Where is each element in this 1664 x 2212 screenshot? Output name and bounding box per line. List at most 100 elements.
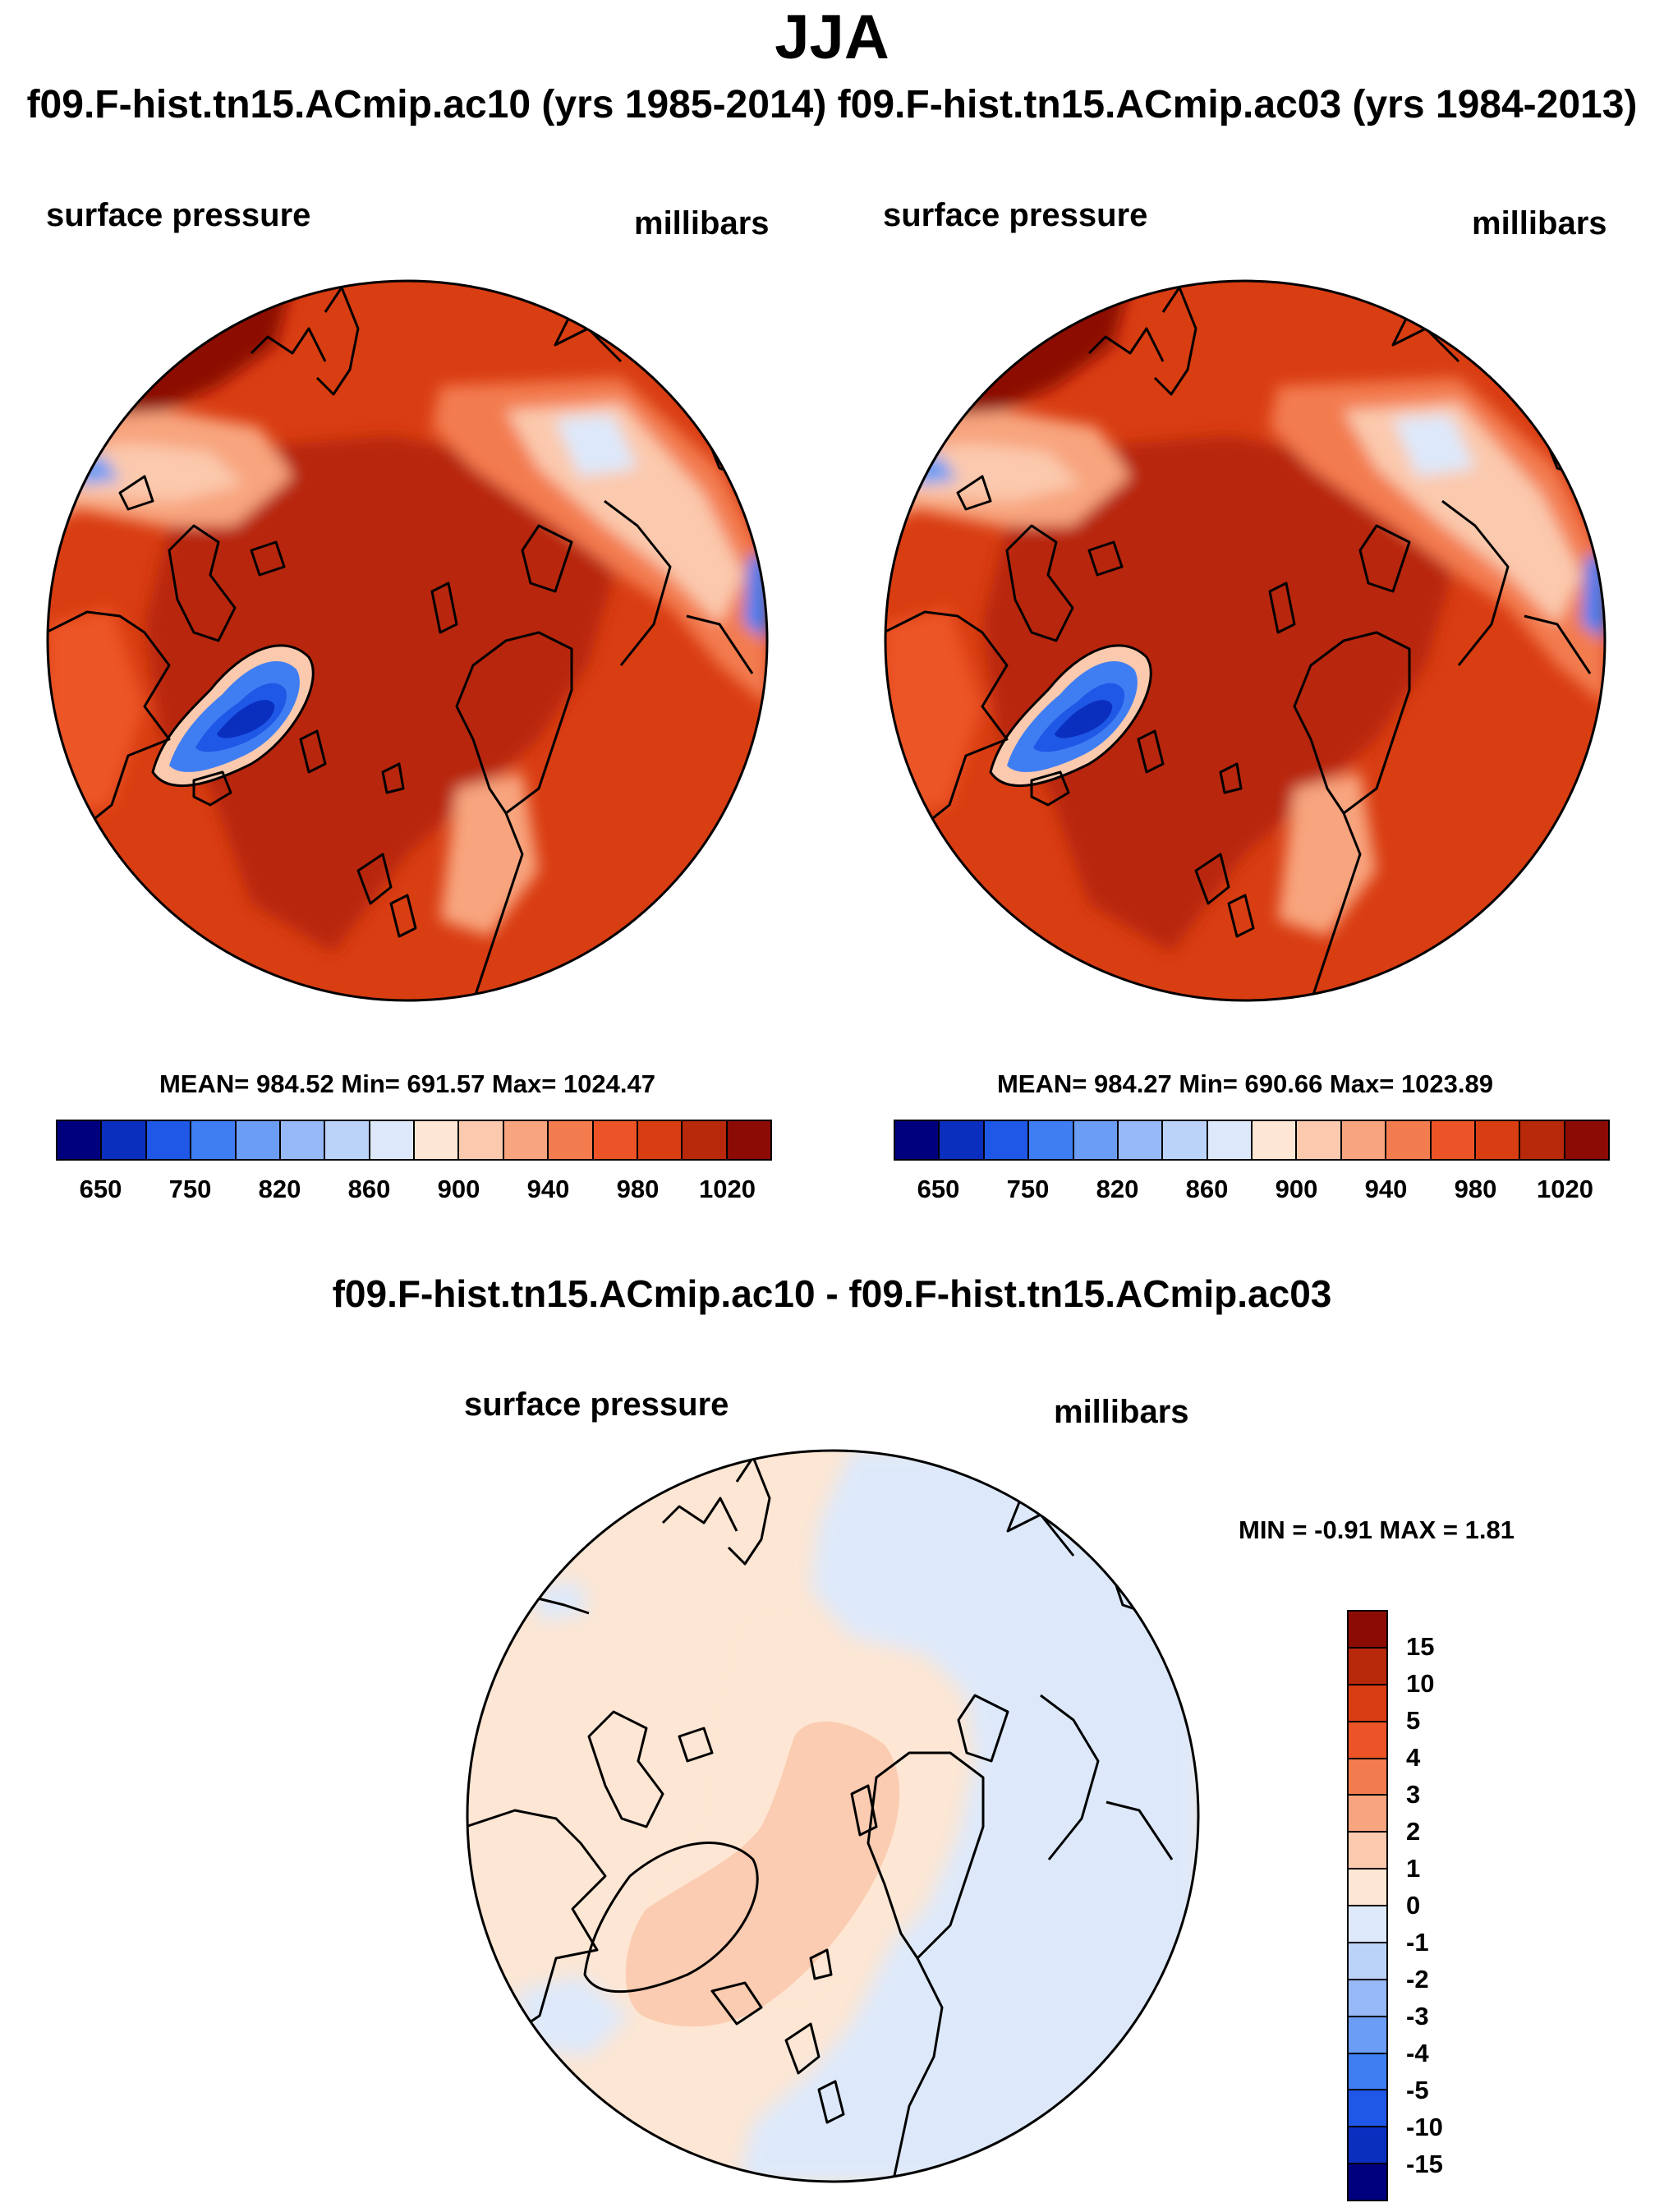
colorbar-swatch: [1349, 1648, 1386, 1685]
colorbar-tick-label: -4: [1406, 2039, 1429, 2067]
negative-region-east: [737, 1451, 1198, 2182]
colorbar-swatch: [1349, 1980, 1386, 2017]
diff-title: f09.F-hist.tn15.ACmip.ac10 - f09.F-hist.…: [332, 1272, 1332, 1315]
arctic-ocean-high: [145, 435, 621, 953]
colorbar-tick-label: 1020: [1537, 1175, 1593, 1203]
main-title: JJA: [775, 2, 889, 72]
colorbar-tick-label: 820: [1096, 1175, 1139, 1203]
colorbar-swatch: [370, 1121, 415, 1159]
diff-colorbar-ticks: 15 10 5 4 3 2 1 0 -1 -2 -3 -4 -5 -10 -15: [1406, 1610, 1505, 2201]
colorbar-swatch: [1349, 1943, 1386, 1980]
colorbar-swatch: [637, 1121, 683, 1159]
colorbar-swatch: [1073, 1121, 1119, 1159]
left-colorbar-ticks: 650 750 820 860 900 940 980 1020: [56, 1175, 772, 1207]
diff-variable-label: surface pressure: [464, 1387, 729, 1423]
colorbar-swatch: [1520, 1121, 1565, 1159]
colorbar-tick-label: -10: [1406, 2113, 1443, 2141]
colorbar-swatch: [1565, 1121, 1608, 1159]
coastlines: [48, 286, 754, 1000]
colorbar-tick-label: 15: [1406, 1632, 1435, 1661]
colorbar-swatch: [1349, 1722, 1386, 1759]
asian-highlands: [432, 378, 767, 706]
diff-colorbar: [1347, 1610, 1388, 2201]
greenland-center: [1055, 700, 1113, 738]
right-colorbar-ticks: 650 750 820 860 900 940 980 1020: [894, 1175, 1610, 1207]
colorbar-swatch: [1349, 2053, 1386, 2091]
colorbar-tick-label: 1: [1406, 1854, 1421, 1883]
tibet-band: [506, 402, 744, 624]
right-units-label: millibars: [1472, 205, 1607, 241]
colorbar-swatch: [280, 1121, 326, 1159]
left-stats: MEAN= 984.52 Min= 691.57 Max= 1024.47: [159, 1069, 655, 1098]
colorbar-tick-label: -5: [1406, 2076, 1429, 2104]
south-high: [48, 953, 145, 1000]
positive-maximum-region: [625, 1721, 900, 2027]
map-border: [466, 1449, 1200, 2183]
colorbar-swatch: [984, 1121, 1030, 1159]
colorbar-swatch: [459, 1121, 504, 1159]
tibet-core: [1393, 415, 1475, 476]
colorbar-tick-label: 940: [526, 1175, 570, 1203]
colorbar-swatch: [593, 1121, 638, 1159]
colorbar-swatch: [503, 1121, 549, 1159]
colorbar-tick-label: 860: [347, 1175, 391, 1203]
colorbar-tick-label: 650: [79, 1175, 122, 1203]
colorbar-swatch: [1163, 1121, 1208, 1159]
colorbar-tick-label: 4: [1406, 1743, 1421, 1772]
colorbar-swatch: [146, 1121, 192, 1159]
right-polar-map: [884, 279, 1607, 1002]
coastlines: [467, 1456, 1174, 2182]
diff-polar-map: [466, 1449, 1200, 2183]
colorbar-swatch: [683, 1121, 728, 1159]
colorbar-tick-label: 750: [1006, 1175, 1050, 1203]
colorbar-swatch: [1029, 1121, 1074, 1159]
colorbar-swatch: [1431, 1121, 1476, 1159]
colorbar-swatch: [236, 1121, 281, 1159]
map-border: [884, 279, 1607, 1002]
tibet-band: [1344, 402, 1582, 624]
colorbar-tick-label: 650: [917, 1175, 960, 1203]
scandinavia-highland: [1278, 772, 1377, 936]
map-border: [46, 279, 769, 1002]
left-units-label: millibars: [634, 205, 770, 241]
colorbar-swatch: [1349, 2164, 1386, 2200]
colorbar-tick-label: 5: [1406, 1706, 1421, 1735]
colorbar-tick-label: 980: [616, 1175, 660, 1203]
colorbar-swatch: [191, 1121, 237, 1159]
colorbar-swatch: [1253, 1121, 1298, 1159]
right-colorbar: [894, 1120, 1610, 1161]
colorbar-tick-label: 900: [1275, 1175, 1318, 1203]
colorbar-swatch: [1349, 1685, 1386, 1722]
colorbar-tick-label: 10: [1406, 1669, 1435, 1698]
right-stats: MEAN= 984.27 Min= 690.66 Max= 1023.89: [996, 1069, 1493, 1098]
negative-region-west: [515, 1975, 630, 2057]
colorbar-swatch: [1349, 2127, 1386, 2165]
colorbar-tick-label: 820: [258, 1175, 301, 1203]
coastlines: [885, 286, 1592, 1000]
colorbar-swatch: [1207, 1121, 1253, 1159]
colorbar-swatch: [1341, 1121, 1387, 1159]
colorbar-swatch: [727, 1121, 770, 1159]
colorbar-tick-label: 1020: [699, 1175, 756, 1203]
colorbar-swatch: [1349, 1869, 1386, 1906]
colorbar-swatch: [895, 1121, 940, 1159]
colorbar-tick-label: 750: [168, 1175, 212, 1203]
colorbar-swatch: [1349, 1906, 1386, 1943]
right-variable-label: surface pressure: [883, 197, 1148, 233]
runs-header: f09.F-hist.tn15.ACmip.ac10 (yrs 1985-201…: [26, 83, 1638, 126]
colorbar-tick-label: -3: [1406, 2002, 1429, 2030]
tibet-core: [555, 415, 637, 476]
colorbar-swatch: [1349, 1612, 1386, 1649]
colorbar-swatch: [549, 1121, 594, 1159]
colorbar-tick-label: 3: [1406, 1780, 1421, 1809]
colorbar-swatch: [415, 1121, 460, 1159]
colorbar-tick-label: -1: [1406, 1928, 1429, 1957]
left-polar-map: [46, 279, 769, 1002]
diff-minmax: MIN = -0.91 MAX = 1.81: [1239, 1515, 1515, 1544]
colorbar-tick-label: -15: [1406, 2150, 1443, 2178]
colorbar-tick-label: 980: [1454, 1175, 1497, 1203]
colorbar-tick-label: 940: [1364, 1175, 1408, 1203]
colorbar-swatch: [1349, 2090, 1386, 2128]
colorbar-swatch: [1475, 1121, 1521, 1159]
colorbar-swatch: [1349, 2017, 1386, 2054]
